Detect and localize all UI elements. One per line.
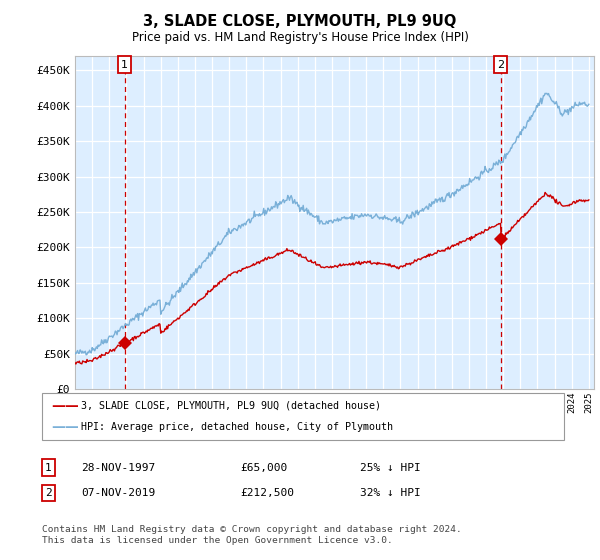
Text: 2: 2 — [45, 488, 52, 498]
Text: 3, SLADE CLOSE, PLYMOUTH, PL9 9UQ (detached house): 3, SLADE CLOSE, PLYMOUTH, PL9 9UQ (detac… — [81, 400, 381, 410]
Text: Contains HM Land Registry data © Crown copyright and database right 2024.
This d: Contains HM Land Registry data © Crown c… — [42, 525, 462, 545]
Text: ——: —— — [51, 399, 79, 413]
Text: 3, SLADE CLOSE, PLYMOUTH, PL9 9UQ: 3, SLADE CLOSE, PLYMOUTH, PL9 9UQ — [143, 14, 457, 29]
Text: ——: —— — [51, 420, 79, 434]
Text: 32% ↓ HPI: 32% ↓ HPI — [360, 488, 421, 498]
Text: 1: 1 — [45, 463, 52, 473]
Text: 2: 2 — [497, 59, 504, 69]
Text: 07-NOV-2019: 07-NOV-2019 — [81, 488, 155, 498]
Text: £65,000: £65,000 — [240, 463, 287, 473]
Text: 28-NOV-1997: 28-NOV-1997 — [81, 463, 155, 473]
Text: 25% ↓ HPI: 25% ↓ HPI — [360, 463, 421, 473]
Text: £212,500: £212,500 — [240, 488, 294, 498]
Text: HPI: Average price, detached house, City of Plymouth: HPI: Average price, detached house, City… — [81, 422, 393, 432]
Text: Price paid vs. HM Land Registry's House Price Index (HPI): Price paid vs. HM Land Registry's House … — [131, 31, 469, 44]
Text: 1: 1 — [121, 59, 128, 69]
